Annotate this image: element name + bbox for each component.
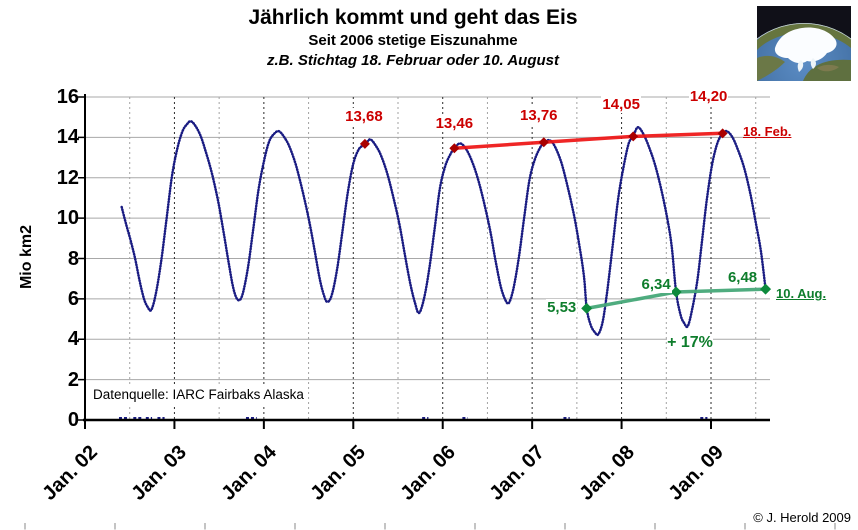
source-note: Datenquelle: IARC Fairbaks Alaska: [91, 386, 308, 404]
data-label-feb: 13,46: [434, 115, 475, 133]
page-title: Jährlich kommt und geht das Eis: [248, 6, 578, 29]
y-tick-label: 6: [67, 287, 79, 310]
aug-marker: [760, 283, 772, 295]
data-label-feb: 14,20: [688, 88, 729, 106]
feb-marker: [538, 137, 549, 148]
globe-icon: [725, 6, 858, 181]
y-tick-label: 16: [56, 86, 79, 108]
feb-series-label: 18. Feb.: [743, 124, 792, 139]
data-label-aug: 6,34: [640, 276, 672, 293]
data-label-feb: 13,68: [344, 107, 384, 125]
y-tick-label: 4: [67, 328, 79, 351]
y-tick-label: 2: [67, 368, 79, 391]
y-tick-label: 0: [67, 409, 79, 431]
ice-extent-curve: [120, 119, 767, 337]
aug-marker: [581, 302, 593, 314]
aug-marker: [670, 286, 682, 298]
pct-change-label: + 17%: [650, 334, 730, 352]
y-tick-label: 12: [56, 166, 79, 189]
pct-change-text: + 17%: [667, 334, 713, 351]
y-tick-label: 8: [67, 247, 79, 270]
data-label-feb: 13,76: [518, 107, 559, 125]
aug-series-label: 10. Aug.: [776, 286, 827, 301]
feb-marker: [628, 131, 639, 142]
y-tick-label: 14: [56, 126, 79, 149]
page-subtitle: Seit 2006 stetige Eiszunahme: [308, 32, 518, 49]
feb-marker: [717, 128, 728, 139]
arctic-globe-image: [725, 6, 858, 181]
feb-marker: [449, 143, 460, 154]
page-subtitle-2: z.B. Stichtag 18. Februar oder 10. Augus…: [266, 52, 559, 69]
y-tick-label: 10: [56, 207, 79, 230]
feb-marker: [359, 138, 370, 149]
data-label-feb: 14,05: [601, 96, 641, 114]
data-label-aug: 6,48: [726, 269, 759, 287]
data-label-aug: 5,53: [546, 299, 578, 317]
copyright: © J. Herold 2009: [753, 510, 851, 525]
feb-trend-line: [452, 131, 725, 151]
